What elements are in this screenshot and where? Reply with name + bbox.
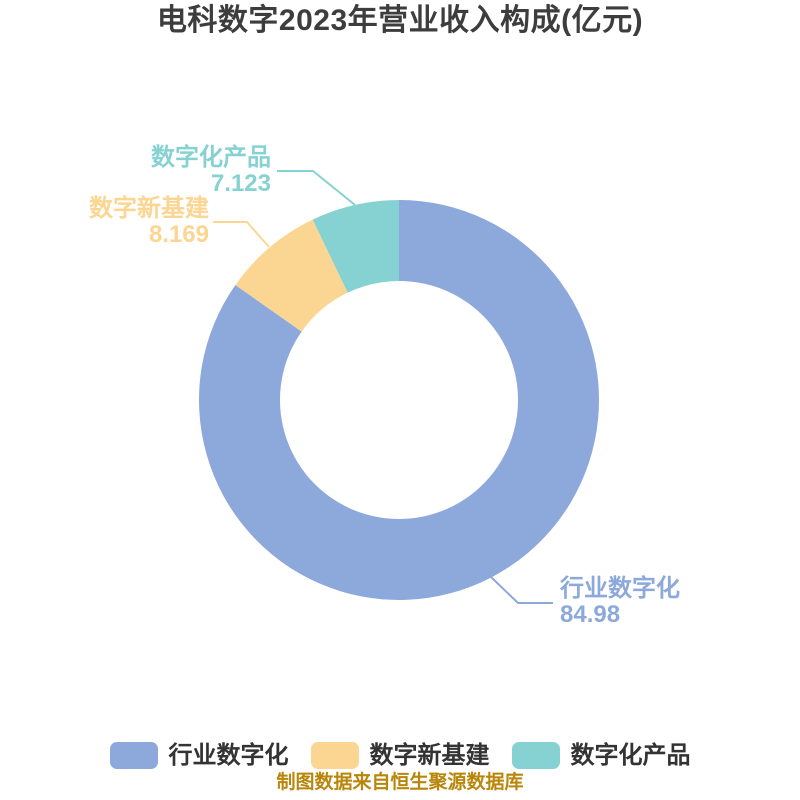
legend: 行业数字化 数字新基建 数字化产品 [0, 742, 800, 769]
slice-label-name: 数字新基建 [89, 195, 209, 222]
slice-label-digitalization-products: 数字化产品 7.123 [151, 145, 271, 197]
legend-item-digital-new-infrastructure[interactable]: 数字新基建 [310, 742, 490, 769]
chart-title: 电科数字2023年营业收入构成(亿元) [156, 4, 644, 37]
legend-label: 数字新基建 [369, 742, 490, 769]
slice-label-value: 84.98 [560, 601, 621, 628]
legend-swatch-icon [511, 742, 560, 769]
pie-slice-digitalization-products[interactable] [312, 200, 399, 293]
label-line-digitalization-products [277, 170, 356, 206]
legend-swatch-icon [109, 742, 158, 769]
slice-label-name: 数字化产品 [151, 144, 271, 171]
legend-item-industry-digitalization[interactable]: 行业数字化 [109, 742, 289, 769]
slice-label-digital-new-infrastructure: 数字新基建 8.169 [89, 196, 209, 248]
slice-label-name: 行业数字化 [560, 575, 680, 602]
legend-swatch-icon [310, 742, 359, 769]
label-line-industry-digitalization [490, 576, 553, 604]
legend-label: 数字化产品 [570, 742, 691, 769]
slice-label-industry-digitalization: 行业数字化 84.98 [560, 576, 680, 628]
legend-label: 行业数字化 [168, 742, 289, 769]
pie-slice-digital-new-infrastructure[interactable] [235, 219, 348, 332]
legend-item-digitalization-products[interactable]: 数字化产品 [511, 742, 691, 769]
slice-label-value: 7.123 [210, 170, 271, 197]
label-line-digital-new-infrastructure [213, 221, 270, 248]
pie-slice-industry-digitalization[interactable] [199, 200, 600, 600]
slice-label-value: 8.169 [148, 221, 209, 248]
source-note: 制图数据来自恒生聚源数据库 [276, 772, 524, 793]
